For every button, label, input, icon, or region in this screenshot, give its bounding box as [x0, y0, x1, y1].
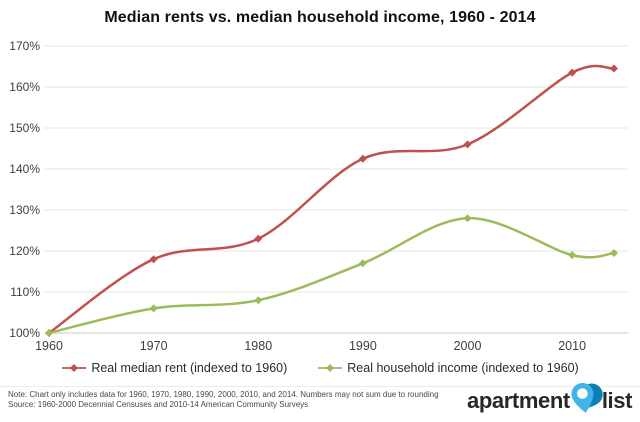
data-point-marker	[45, 329, 53, 337]
footnote-source-line: Source: 1960-2000 Decennial Censuses and…	[8, 399, 309, 409]
data-point-marker	[610, 64, 618, 73]
apartment-list-logo: apartment list	[467, 383, 633, 418]
legend-label-income: Real household income (indexed to 1960)	[347, 361, 579, 375]
legend-item-rent: Real median rent (indexed to 1960)	[61, 361, 287, 375]
income-series-marker-icon	[318, 364, 343, 372]
series-line-1	[47, 216, 616, 335]
y-axis-tick-label: 110%	[10, 285, 40, 299]
x-axis-tick-label: 1990	[349, 339, 377, 353]
data-point-marker	[254, 234, 263, 243]
footnote: Note: Chart only includes data for 1960,…	[8, 390, 478, 409]
data-point-marker	[568, 251, 577, 260]
logo-word-list: list	[601, 388, 633, 413]
data-point-marker	[610, 249, 618, 258]
y-axis-tick-label: 150%	[9, 121, 40, 135]
y-axis-tick-label: 160%	[9, 80, 40, 94]
data-point-marker	[568, 68, 577, 77]
line-chart: 100% 110% 120% 130% 140% 150% 160% 170% 1960 1970…	[9, 39, 628, 353]
series-line-0	[47, 64, 616, 335]
data-point-marker	[358, 154, 367, 163]
x-axis-tick-label: 1960	[35, 339, 63, 353]
legend-label-rent: Real median rent (indexed to 1960)	[91, 361, 288, 375]
data-point-marker	[149, 255, 158, 264]
data-point-marker	[149, 304, 158, 313]
x-axis-tick-label: 2000	[454, 339, 482, 353]
chart-title: Median rents vs. median household income…	[104, 9, 536, 26]
y-axis-tick-label: 140%	[9, 162, 40, 176]
logo-word-apartment: apartment	[467, 388, 570, 413]
x-axis-tick-label: 2010	[558, 339, 586, 353]
y-axis-tick-label: 170%	[9, 39, 40, 53]
data-point-marker	[358, 259, 367, 268]
y-axis-tick-label: 130%	[9, 203, 40, 217]
rent-series-marker-icon	[62, 364, 87, 372]
y-axis-tick-label: 120%	[9, 244, 40, 258]
legend-item-income: Real household income (indexed to 1960)	[317, 361, 579, 375]
location-pin-icon	[571, 383, 603, 413]
footnote-note-line: Note: Chart only includes data for 1960,…	[8, 390, 439, 399]
data-point-marker	[254, 296, 263, 305]
x-axis-tick-label: 1970	[140, 339, 168, 353]
data-point-marker	[463, 140, 472, 149]
x-axis-tick-label: 1980	[244, 339, 272, 353]
chart-legend: Real median rent (indexed to 1960) Real …	[0, 359, 640, 377]
footer-divider	[0, 386, 640, 387]
data-point-marker	[463, 214, 472, 223]
y-axis-tick-label: 100%	[9, 326, 40, 340]
